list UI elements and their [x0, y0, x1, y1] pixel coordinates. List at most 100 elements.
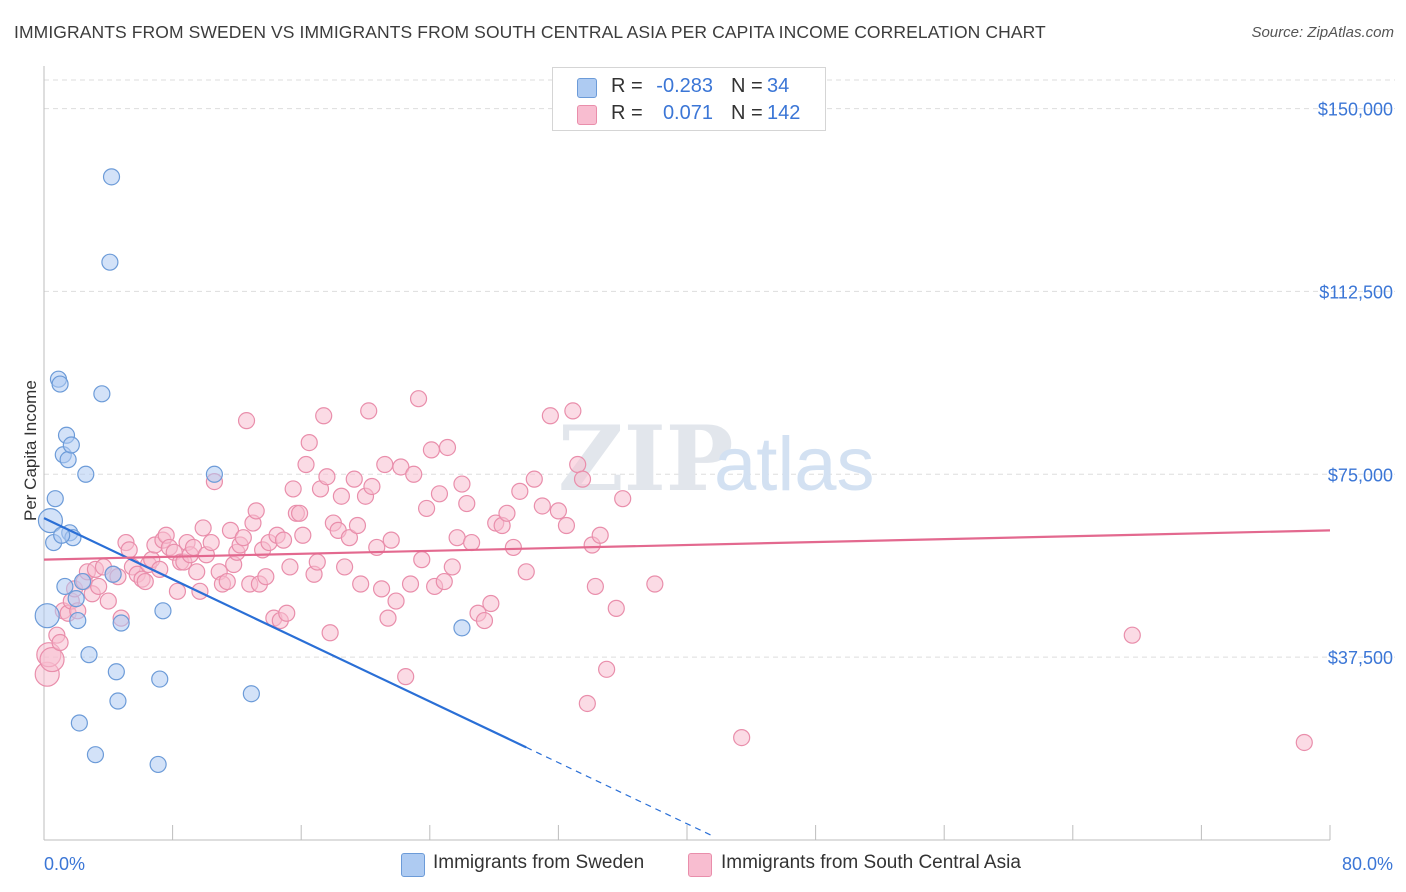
south-central-asia-point — [297, 455, 315, 474]
south-central-asia-point — [409, 390, 428, 408]
south-central-asia-point — [646, 575, 664, 593]
south-central-asia-point — [51, 633, 69, 652]
south-central-asia-point — [321, 624, 339, 642]
south-central-asia-point — [372, 580, 391, 598]
x-tick-label: 80.0% — [1342, 854, 1393, 874]
south-central-asia-point — [549, 502, 568, 520]
south-central-asia-point — [218, 572, 236, 591]
south-central-asia-point — [498, 504, 516, 522]
legend-n-label: N = — [731, 102, 763, 124]
south-central-asia-point — [578, 694, 596, 713]
south-central-asia-point — [332, 487, 350, 505]
sweden-point — [67, 590, 85, 608]
south-central-asia-point — [300, 433, 318, 452]
south-central-asia-point — [39, 646, 65, 673]
south-central-asia-point — [257, 568, 275, 586]
south-central-asia-point — [401, 575, 420, 593]
south-central-asia-point — [397, 668, 415, 686]
sweden-point — [151, 670, 169, 688]
sweden-point — [242, 685, 260, 703]
legend-row-south-central-asia: R = 0.071 N = 142 — [553, 100, 825, 128]
south-central-asia-point — [363, 477, 381, 496]
south-central-asia-point — [340, 529, 359, 547]
south-central-asia-point — [591, 526, 609, 544]
bottom-legend-south-central-asia: Immigrants from South Central Asia — [721, 852, 1021, 873]
south-central-asia-point — [136, 572, 154, 591]
south-central-asia-point — [281, 558, 299, 576]
south-central-asia-point — [422, 441, 441, 459]
sweden-point — [453, 619, 471, 637]
stats-legend: R = -0.283 N = 34 R = 0.071 N = 142 — [552, 67, 826, 131]
sweden-point — [34, 603, 60, 629]
sweden-point — [154, 602, 172, 620]
y-tick-label: $37,500 — [1328, 648, 1393, 668]
south-central-asia-point — [517, 563, 535, 581]
sweden-point — [62, 436, 80, 454]
south-central-asia-point — [1295, 733, 1313, 752]
south-central-asia-point — [586, 577, 604, 596]
sweden-point — [59, 451, 77, 469]
watermark-atlas: atlas — [714, 422, 875, 507]
south-central-asia-point — [290, 504, 309, 522]
south-central-asia-point — [188, 563, 206, 581]
south-central-asia-point — [448, 529, 466, 547]
south-central-asia-point — [284, 480, 302, 498]
south-central-asia-point — [360, 402, 378, 420]
south-central-asia-point — [443, 558, 461, 576]
south-central-asia-point — [453, 475, 471, 493]
south-central-asia-point — [194, 519, 212, 537]
south-central-asia-point — [382, 531, 400, 549]
south-central-asia-point — [533, 497, 551, 515]
sweden-point — [205, 465, 223, 483]
sweden-point — [109, 692, 127, 710]
source-credit: Source: ZipAtlas.com — [1251, 24, 1394, 41]
legend-r-label: R = — [611, 102, 643, 124]
south-central-asia-point — [435, 572, 453, 591]
south-central-asia-point — [733, 728, 751, 747]
south-central-asia-point — [525, 470, 543, 488]
sweden-point — [107, 663, 125, 681]
bottom-legend-sweden: Immigrants from Sweden — [433, 852, 645, 873]
south-central-asia-point — [90, 577, 108, 596]
sweden-point — [70, 714, 88, 732]
legend-r-value-sweden: -0.283 — [656, 75, 713, 97]
south-central-asia-point — [99, 592, 117, 610]
sweden-point — [101, 253, 119, 271]
south-central-asia-point — [569, 455, 587, 474]
south-central-asia-point — [274, 531, 293, 549]
tick-labels: $37,500 $75,000 $112,500 $150,000 0.0% 80.0% — [44, 100, 1393, 874]
south-central-asia-trend-line — [43, 529, 1331, 561]
legend-n-value-south-central-asia: 142 — [767, 102, 801, 124]
south-central-asia-point — [564, 402, 582, 420]
legend-row-sweden: R = -0.283 N = 34 — [553, 73, 825, 101]
south-central-asia-point — [504, 538, 522, 557]
legend-n-label: N = — [731, 75, 763, 97]
sweden-point — [112, 614, 130, 632]
south-central-asia-point — [462, 533, 481, 552]
south-central-asia-point — [413, 551, 431, 569]
south-central-asia-point — [405, 465, 423, 483]
south-central-asia-point — [379, 609, 397, 627]
south-central-asia-point — [278, 604, 296, 622]
sweden-point — [104, 565, 122, 583]
south-central-asia-point — [315, 407, 333, 425]
legend-swatch-sweden — [577, 78, 597, 98]
south-central-asia-point — [336, 558, 354, 576]
sweden-point — [102, 168, 121, 186]
south-central-asia-point — [221, 521, 240, 539]
sweden-point — [46, 490, 64, 508]
y-tick-label: $112,500 — [1319, 282, 1393, 302]
south-central-asia-point — [345, 470, 363, 488]
legend-r-label: R = — [611, 75, 643, 97]
y-tick-label: $150,000 — [1318, 100, 1393, 120]
south-central-asia-point — [482, 594, 500, 613]
south-central-asia-points — [34, 390, 1313, 752]
legend-n-value-sweden: 34 — [767, 75, 790, 97]
sweden-point — [69, 611, 87, 630]
south-central-asia-point — [614, 490, 632, 508]
south-central-asia-point — [438, 438, 457, 457]
watermark-zip: ZIP — [558, 406, 733, 512]
bottom-legend-swatch-sweden — [401, 853, 425, 877]
south-central-asia-point — [541, 407, 559, 425]
sweden-point — [56, 577, 74, 596]
